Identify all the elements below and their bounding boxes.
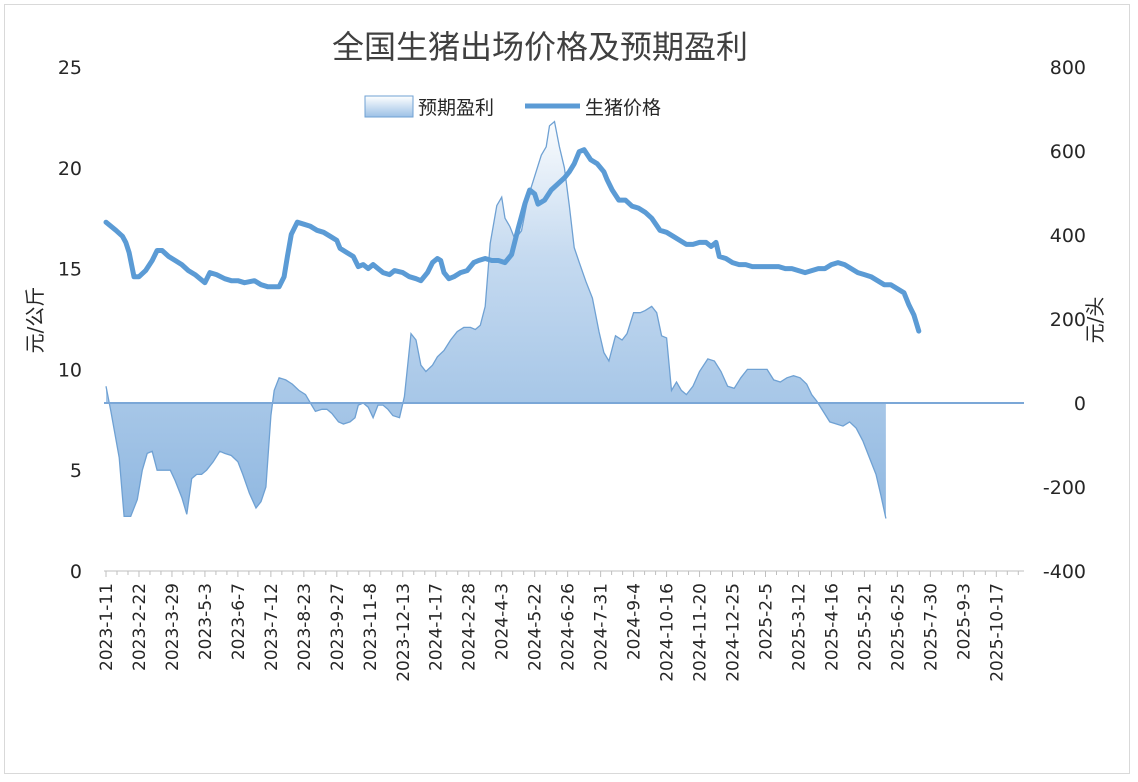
x-tick-label: 2023-3-29 [163,583,183,671]
y-left-tick-label: 5 [70,460,82,482]
x-tick-label: 2024-7-31 [592,583,612,671]
x-tick-label: 2024-5-22 [526,583,546,671]
legend-swatch-profit [364,95,414,118]
x-tick-label: 2023-9-27 [328,583,348,671]
x-tick-label: 2025-9-3 [954,583,974,660]
x-tick-label: 2023-11-8 [361,583,381,671]
x-tick-label: 2024-11-20 [691,583,711,682]
x-tick-label: 2025-4-16 [822,583,842,671]
x-tick-label: 2024-9-4 [625,583,645,660]
series-profit-edge [105,120,887,519]
x-tick-label: 2025-2-5 [756,583,776,660]
y-right-tick-label: 200 [1050,309,1086,331]
x-tick-label: 2023-6-7 [229,583,249,660]
x-tick-label: 2025-6-25 [888,583,908,671]
x-tick-label: 2023-12-13 [394,583,414,682]
plot-area: 0 5 10 15 20 25 -400 -200 0 200 400 600 800 2023-1-11… [58,57,1086,682]
x-tick-label: 2025-10-17 [987,583,1007,682]
legend-label-profit: 预期盈利 [418,97,494,119]
x-tick-label: 2024-10-16 [658,583,678,682]
legend-label-price: 生猪价格 [585,97,661,119]
chart-title: 全国生猪出场价格及预期盈利 [332,28,748,66]
x-tick-label: 2023-2-22 [130,583,150,671]
y-right-tick-label: -200 [1043,477,1086,499]
x-tick-label: 2024-4-3 [493,583,513,660]
x-tick-label: 2024-1-17 [427,583,447,671]
x-tick-label: 2023-8-23 [295,583,315,671]
y-right-tick-label: 800 [1050,57,1086,79]
x-tick-label: 2025-7-30 [921,583,941,671]
y-left-tick-label: 20 [58,158,82,180]
x-tick-label: 2025-3-12 [789,583,809,671]
y-axis-left-label: 元/公斤 [23,287,47,354]
x-tick-label: 2024-12-25 [724,583,744,682]
x-tick-label: 2023-5-3 [196,583,216,660]
x-tick-label: 2024-6-26 [559,583,579,671]
y-left-tick-label: 15 [58,259,82,281]
legend: 预期盈利 生猪价格 [364,95,661,119]
y-right-tick-label: -400 [1043,561,1086,583]
series-price-line [103,147,922,334]
x-tick-label: 2025-5-21 [855,583,875,671]
y-axis-right-label: 元/头 [1083,297,1107,344]
y-left-tick-label: 0 [70,561,82,583]
x-tick-label: 2023-7-12 [262,583,282,671]
series-profit-area [106,121,886,519]
x-tick-label: 2024-2-28 [460,583,480,671]
y-right-tick-label: 0 [1074,393,1086,415]
y-left-tick-label: 10 [58,359,82,381]
y-left-tick-label: 25 [58,57,82,79]
y-right-tick-label: 400 [1050,225,1086,247]
y-right-tick-label: 600 [1050,141,1086,163]
x-tick-label: 2023-1-11 [97,583,117,671]
